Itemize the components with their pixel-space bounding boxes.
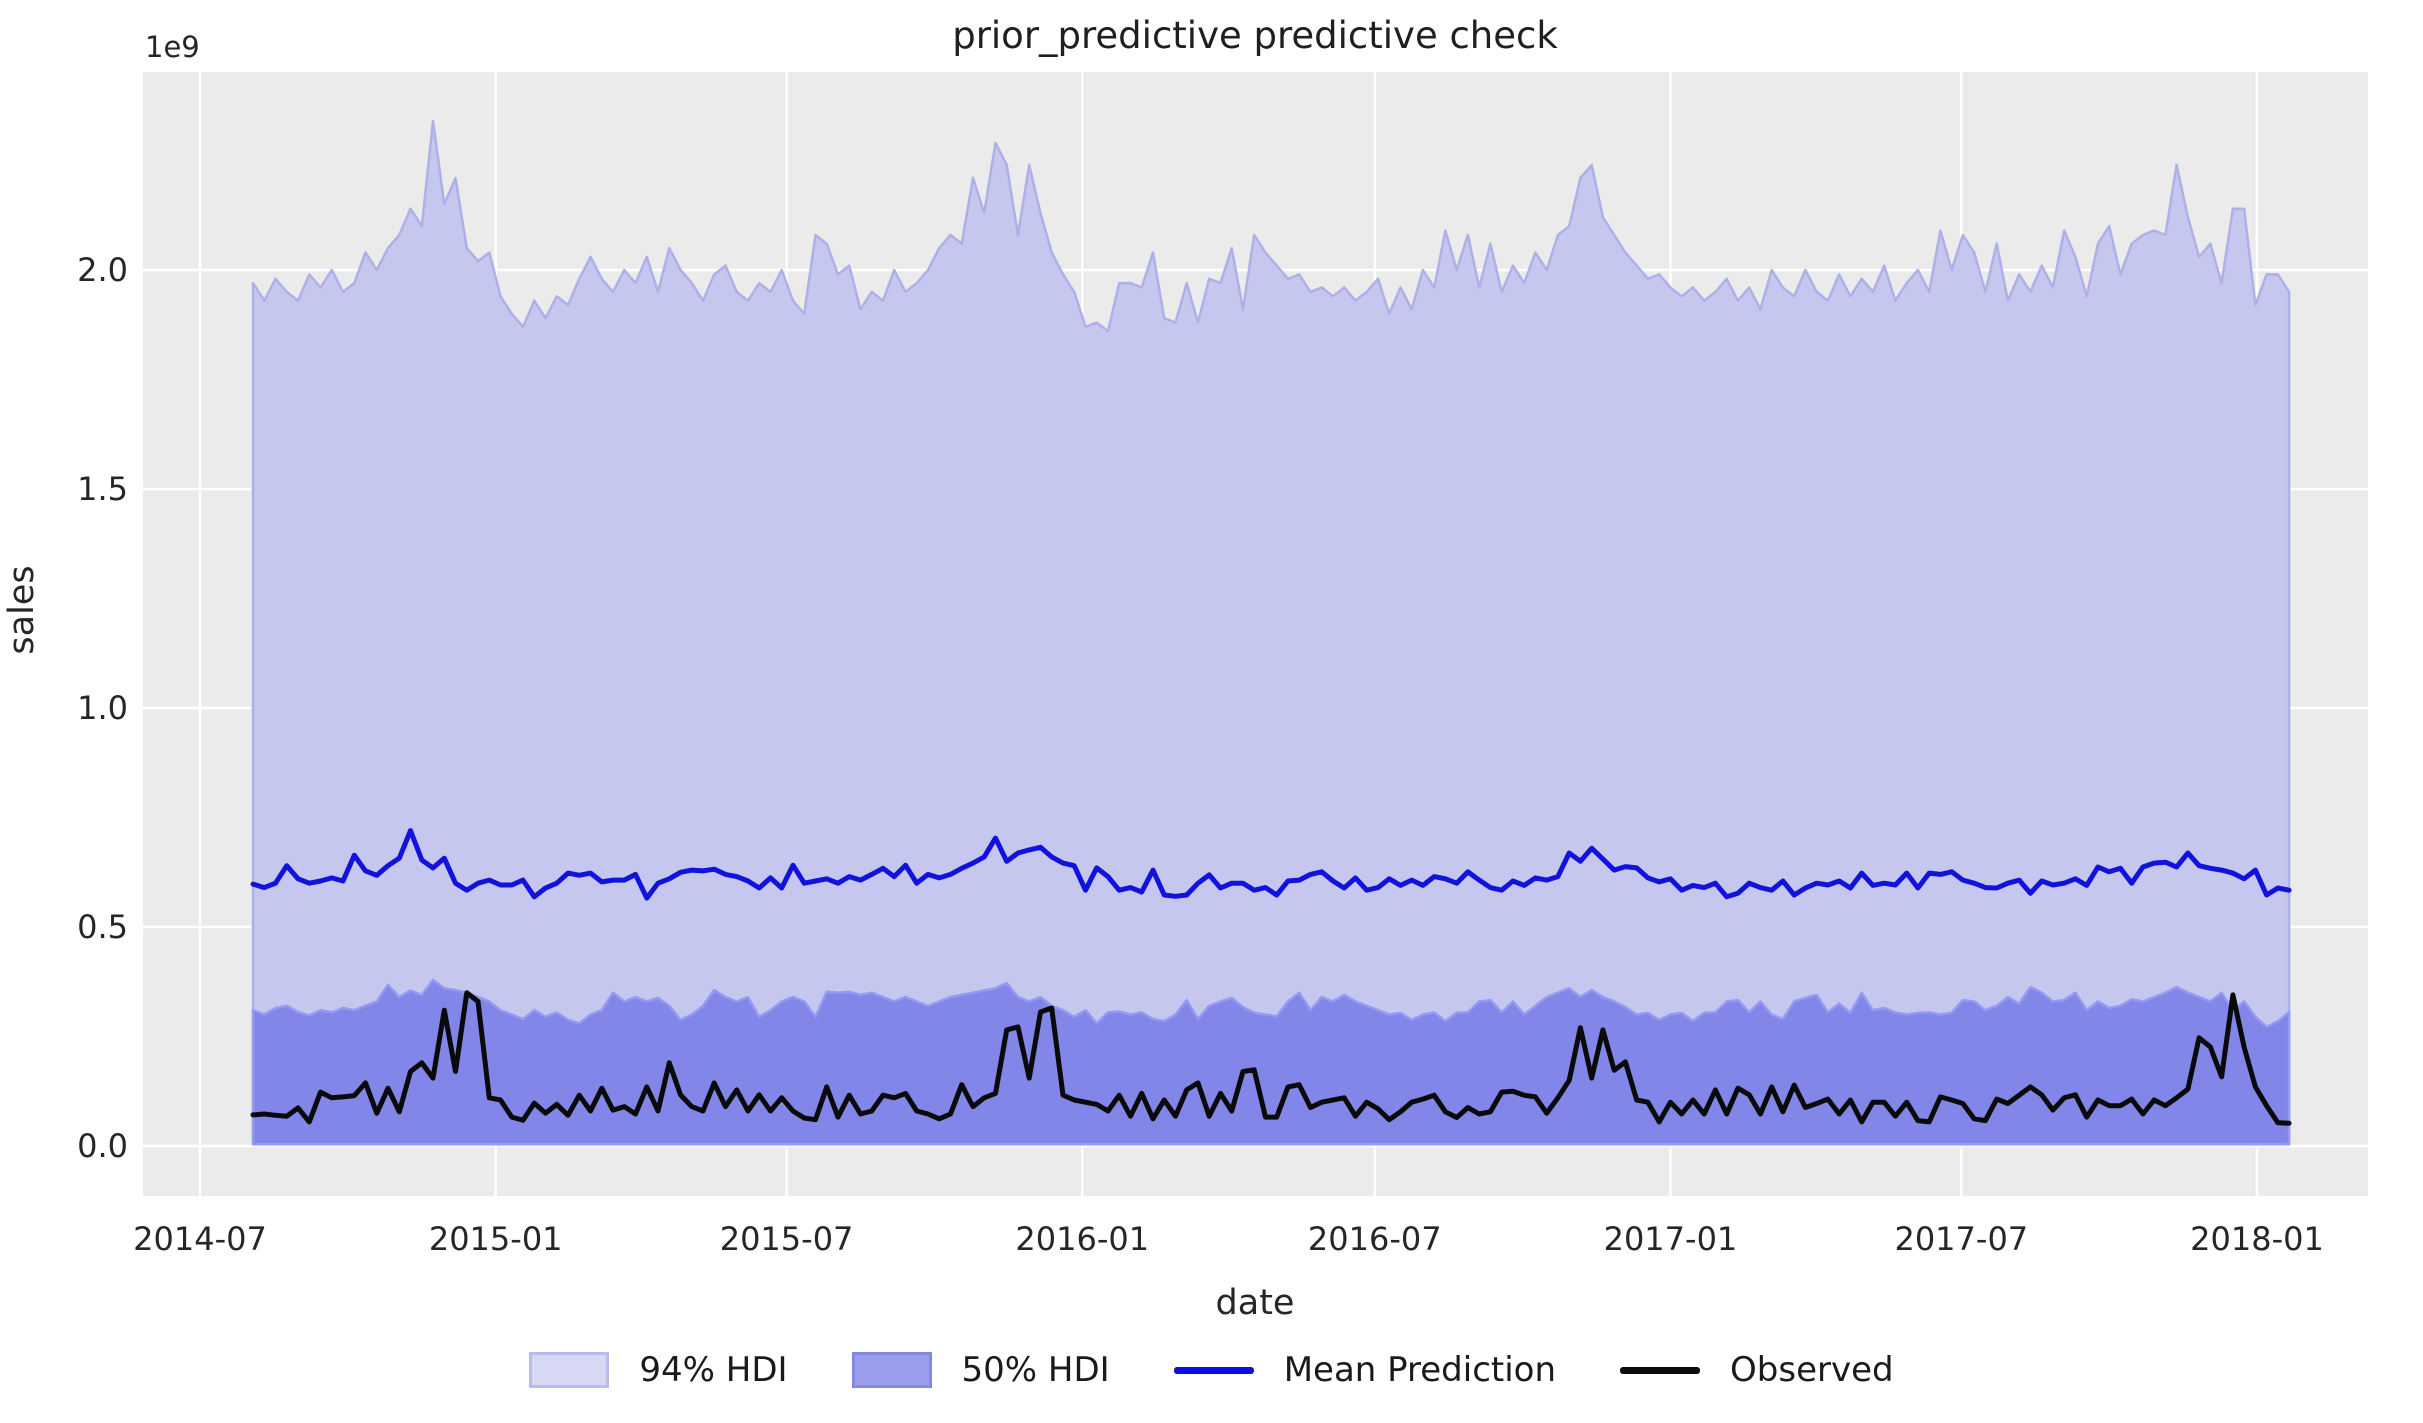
- legend-line-swatch: [1173, 1366, 1254, 1374]
- y-tick-label: 0.0: [77, 1127, 128, 1165]
- y-tick-label: 0.5: [77, 908, 128, 946]
- y-tick-label: 1.0: [77, 689, 128, 727]
- observed-line: [250, 990, 2292, 1126]
- legend-label: 94% HDI: [639, 1350, 788, 1390]
- legend-item-observed: Observed: [1620, 1350, 1894, 1390]
- x-tick-label: 2014-07: [133, 1220, 267, 1258]
- x-tick-label: 2016-07: [1308, 1220, 1442, 1258]
- x-tick-label: 2017-01: [1604, 1220, 1738, 1258]
- y-tick-label: 1.5: [77, 470, 128, 508]
- legend-item-94-hdi: 94% HDI: [529, 1350, 788, 1390]
- legend-line-swatch: [1620, 1366, 1701, 1374]
- y-axis-label: sales: [2, 565, 42, 655]
- y-axis-offset-label: 1e9: [145, 30, 200, 64]
- legend-patch-swatch: [851, 1352, 932, 1388]
- x-axis-label: date: [1215, 1283, 1295, 1323]
- legend: 94% HDI 50% HDI Mean Prediction Observed: [0, 1350, 2423, 1390]
- x-tick-label: 2018-01: [2190, 1220, 2324, 1258]
- legend-label: Mean Prediction: [1283, 1350, 1557, 1390]
- mean-prediction-line: [250, 828, 2292, 901]
- legend-patch-swatch: [529, 1352, 610, 1388]
- x-tick-label: 2015-07: [720, 1220, 854, 1258]
- legend-item-50-hdi: 50% HDI: [851, 1350, 1110, 1390]
- x-tick-label: 2016-01: [1015, 1220, 1149, 1258]
- tick-labels: 2014-07 2015-01 2015-07 2016-01 2016-07 2017-…: [77, 251, 2324, 1258]
- x-tick-label: 2017-07: [1894, 1220, 2028, 1258]
- legend-item-mean-prediction: Mean Prediction: [1173, 1350, 1557, 1390]
- x-tick-label: 2015-01: [429, 1220, 563, 1258]
- legend-label: Observed: [1730, 1350, 1894, 1390]
- legend-label: 50% HDI: [961, 1350, 1110, 1390]
- chart-title: prior_predictive predictive check: [952, 14, 1558, 57]
- y-tick-label: 2.0: [77, 251, 128, 289]
